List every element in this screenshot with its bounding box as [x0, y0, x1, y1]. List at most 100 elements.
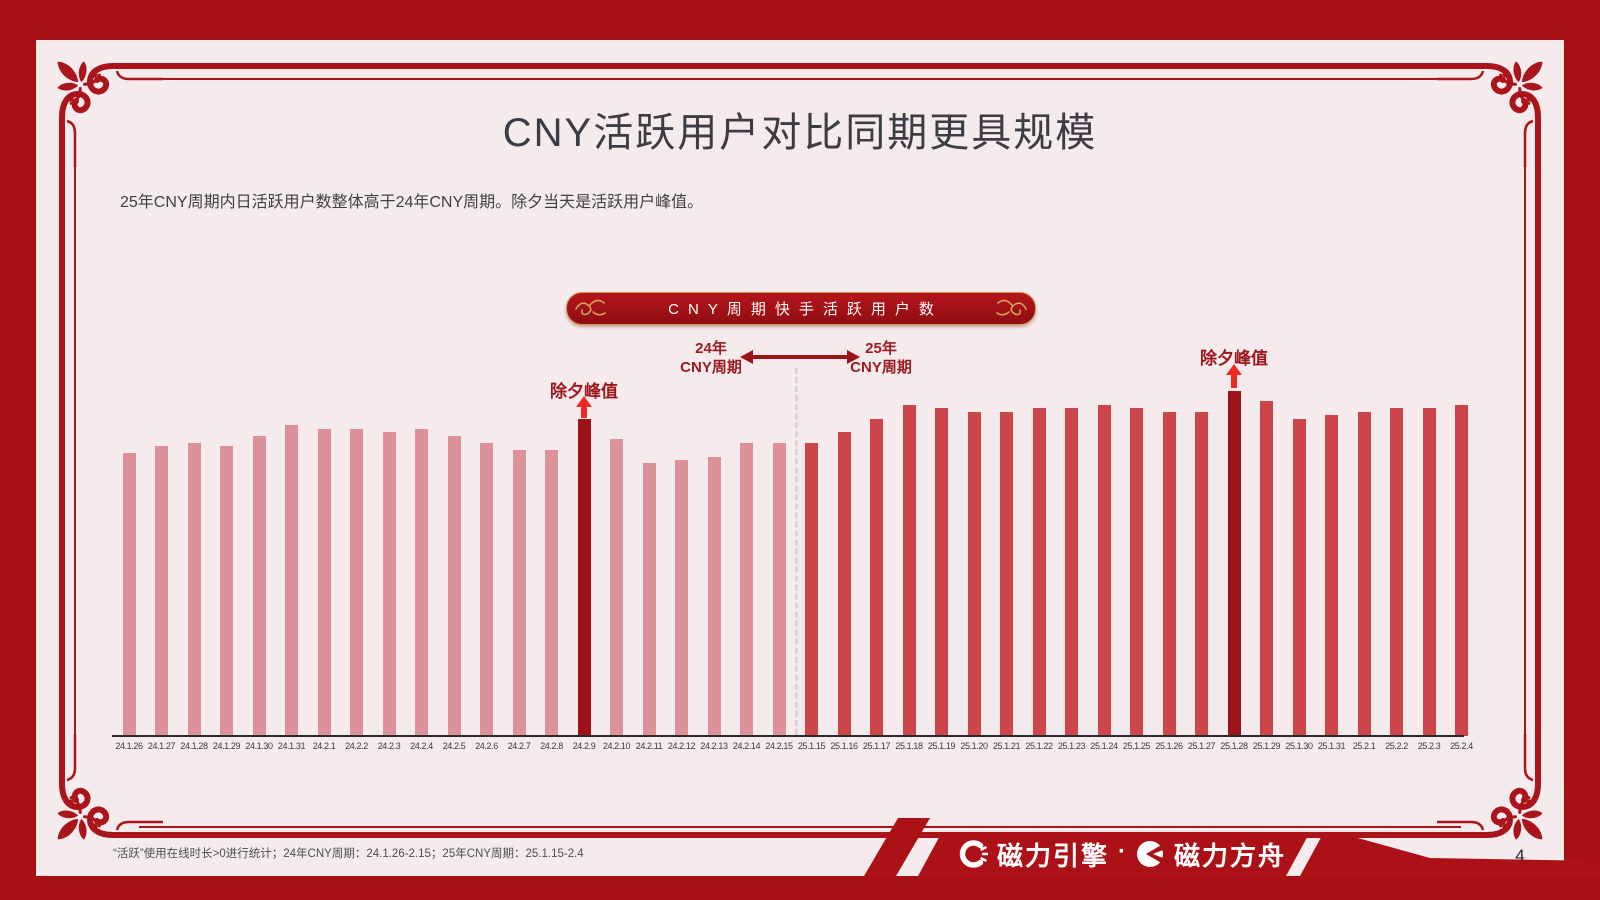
- up-arrow-icon: [576, 396, 592, 407]
- x-tick-label: 24.2.2: [345, 741, 368, 751]
- x-tick-label: 24.1.28: [180, 741, 208, 751]
- chart-title-banner: CNY周期快手活跃用户数: [566, 292, 1036, 325]
- up-arrow-icon: [1226, 364, 1242, 375]
- period-25-year: 25年: [865, 340, 897, 357]
- x-tick-label: 24.2.14: [732, 741, 761, 751]
- x-tick-label: 25.1.19: [927, 741, 956, 751]
- x-tick-label: 24.2.15: [765, 741, 793, 751]
- corner-ornament-icon: [43, 734, 163, 854]
- footer-ribbon: [864, 818, 1600, 876]
- bar-24.2.10: [610, 439, 623, 736]
- up-arrow-shaft: [1231, 373, 1237, 388]
- x-tick-label: 24.2.12: [667, 741, 696, 751]
- bar-25.1.21: [1000, 412, 1013, 736]
- bar-25.1.19: [935, 408, 948, 736]
- bar-24.2.8: [545, 450, 558, 736]
- x-axis-line: [112, 735, 1464, 737]
- bar-25.1.23: [1065, 408, 1078, 736]
- x-tick-label: 24.1.29: [212, 741, 241, 751]
- frame-inner-line: [74, 78, 1526, 828]
- bar-25.1.27: [1195, 412, 1208, 736]
- magnet-engine-logo-icon: [959, 840, 988, 868]
- x-tick-label: 25.1.27: [1187, 741, 1216, 751]
- period-label-24: 24年 CNY周期: [646, 339, 776, 377]
- corner-ornament-icon: [1437, 734, 1557, 854]
- bar-25.1.29: [1260, 401, 1273, 736]
- page-number: 4: [1515, 846, 1525, 865]
- bar-25.2.1: [1357, 412, 1371, 736]
- bar-24.2.2: [350, 429, 363, 736]
- bar-24.2.11: [642, 463, 656, 736]
- bar-24.1.28: [187, 443, 201, 736]
- x-tick-label: 25.1.17: [862, 741, 891, 751]
- period-24-year: 24年: [695, 340, 727, 357]
- x-tick-label: 25.1.24: [1090, 741, 1118, 751]
- frame-outer-line: [59, 63, 1541, 838]
- double-arrow: [752, 355, 848, 359]
- x-tick-label: 25.1.28: [1220, 741, 1248, 751]
- x-tick-label: 25.1.18: [895, 741, 923, 751]
- x-tick-label: 24.2.6: [475, 741, 498, 751]
- bar-24.2.15: [772, 443, 786, 736]
- magnet-ark-logo-icon: [1137, 841, 1163, 867]
- x-tick-label: 24.2.11: [635, 741, 663, 751]
- x-tick-label: 25.2.3: [1417, 741, 1441, 751]
- bar-24.2.13: [707, 457, 721, 736]
- bar-25.2.3: [1422, 408, 1436, 736]
- bar-24.1.27: [155, 446, 168, 736]
- x-tick-label: 24.2.1: [312, 741, 336, 751]
- peak-annotation-24: 除夕峰值: [550, 382, 618, 401]
- x-tick-label: 25.1.25: [1122, 741, 1151, 751]
- x-tick-label: 24.1.31: [277, 741, 306, 751]
- bar-24.2.6: [480, 443, 493, 736]
- x-tick-label: 24.2.7: [507, 741, 531, 751]
- bar-25.1.25: [1130, 408, 1143, 736]
- bar-25.1.28: [1227, 391, 1241, 736]
- x-tick-label: 24.2.5: [442, 741, 466, 751]
- bar-25.1.18: [902, 405, 916, 736]
- chart-title: CNY周期快手活跃用户数: [668, 301, 943, 318]
- bar-25.1.30: [1292, 419, 1306, 736]
- bar-24.2.1: [317, 429, 331, 736]
- bar-24.2.7: [512, 450, 526, 736]
- x-tick-label: 24.1.26: [115, 741, 143, 751]
- x-tick-label: 25.1.31: [1317, 741, 1346, 751]
- x-tick-label: 25.2.1: [1352, 741, 1376, 751]
- x-tick-label: 25.1.23: [1057, 741, 1086, 751]
- double-arrow-right-head-icon: [847, 350, 860, 364]
- peak-annotation-25: 除夕峰值: [1200, 349, 1268, 368]
- x-tick-label: 24.2.3: [377, 741, 401, 751]
- x-tick-label: 25.1.15: [797, 741, 826, 751]
- footnote: “活跃”使用在线时长>0进行统计；24年CNY周期：24.1.26-2.15；2…: [113, 848, 584, 860]
- x-tick-label: 25.1.26: [1155, 741, 1183, 751]
- period-25-cycle: CNY周期: [850, 359, 912, 376]
- bar-25.1.24: [1097, 405, 1111, 736]
- bar-24.2.4: [415, 429, 428, 736]
- bar-25.1.26: [1162, 412, 1176, 736]
- bar-24.1.26: [122, 453, 136, 736]
- period-divider-dashed-line: [795, 368, 798, 735]
- logo-text-cili-fangzhou: 磁力方舟: [1174, 840, 1287, 871]
- footer-logos: 磁力引擎 · 磁力方舟: [952, 837, 1292, 871]
- x-tick-label: 25.2.4: [1450, 741, 1473, 751]
- bar-24.2.14: [740, 443, 753, 736]
- bar-25.1.20: [967, 412, 981, 736]
- bar-24.1.30: [252, 436, 266, 736]
- corner-ornament-icon: [1437, 47, 1557, 167]
- x-tick-label: 24.1.27: [147, 741, 176, 751]
- bar-25.1.15: [805, 443, 818, 736]
- x-tick-label: 24.2.13: [700, 741, 728, 751]
- logo-text-cili-yinqing: 磁力引擎: [996, 840, 1109, 871]
- bar-25.2.2: [1390, 408, 1403, 736]
- gold-swirl-icon: [996, 299, 1027, 316]
- x-tick-label: 25.1.16: [830, 741, 858, 751]
- bar-25.2.4: [1455, 405, 1468, 736]
- x-tick-label: 25.1.20: [960, 741, 988, 751]
- period-label-25: 25年 CNY周期: [816, 339, 946, 377]
- page-title: CNY活跃用户对比同期更具规模: [502, 111, 1098, 155]
- bar-25.1.16: [837, 432, 851, 736]
- x-tick-label: 24.2.4: [410, 741, 433, 751]
- bar-24.1.29: [220, 446, 233, 736]
- bar-24.1.31: [285, 425, 298, 736]
- bar-24.2.9: [577, 419, 591, 736]
